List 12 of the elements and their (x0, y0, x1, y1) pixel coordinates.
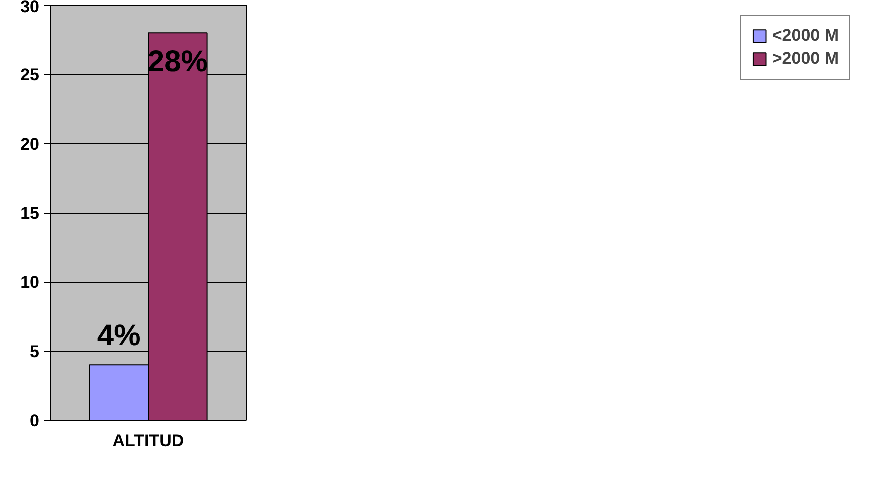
data-label: 28% (148, 46, 208, 79)
y-tick-label: 25 (20, 66, 40, 85)
y-tick-label: 15 (20, 204, 40, 223)
y-tick-label: 10 (20, 273, 40, 292)
x-tick-label: ALTITUD (112, 432, 184, 450)
legend-label: <2000 M (772, 26, 839, 46)
legend-label: >2000 M (772, 49, 839, 69)
data-label: 4% (97, 320, 141, 353)
y-tick-label: 20 (20, 134, 40, 154)
y-tick-label: 0 (30, 412, 40, 430)
y-tick-label: 5 (30, 342, 40, 362)
y-tick-label: 30 (20, 0, 40, 16)
